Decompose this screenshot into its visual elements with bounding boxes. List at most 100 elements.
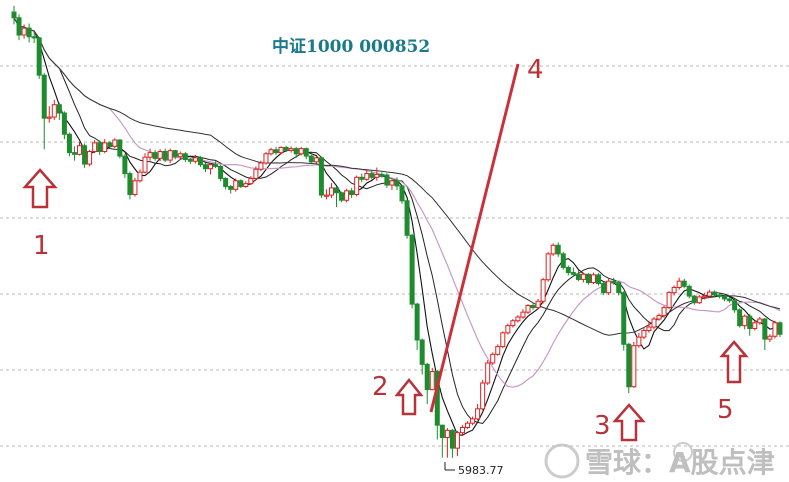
candle-body — [137, 171, 143, 182]
candles — [11, 5, 783, 458]
candle-body — [459, 426, 465, 434]
candle-68 — [349, 187, 355, 198]
candle-151 — [767, 334, 773, 342]
candle-110 — [560, 251, 566, 270]
candle-body — [177, 153, 183, 158]
candle-body — [303, 148, 309, 157]
candle-body — [646, 326, 652, 332]
candle-24 — [127, 171, 133, 200]
candle-70 — [359, 173, 365, 183]
candle-111 — [565, 265, 571, 276]
candle-body — [11, 11, 17, 19]
candle-90 — [459, 425, 465, 437]
candle-88 — [449, 428, 455, 458]
watermark-text: 雪球：A股点津 — [585, 446, 775, 479]
candle-body — [233, 180, 239, 190]
candle-body — [686, 285, 692, 297]
candle-body — [696, 296, 702, 304]
candle-108 — [550, 243, 556, 256]
candle-56 — [288, 146, 294, 153]
candle-body — [288, 148, 294, 151]
candle-body — [71, 152, 77, 155]
candle-body — [480, 382, 486, 410]
candle-63 — [323, 189, 329, 200]
candle-51 — [263, 152, 269, 165]
candle-body — [762, 318, 768, 340]
candle-119 — [606, 278, 612, 295]
candle-86 — [439, 424, 445, 458]
candle-91 — [465, 421, 471, 429]
candle-150 — [762, 317, 768, 351]
candle-body — [656, 315, 662, 320]
candle-16 — [87, 149, 93, 167]
candle-54 — [278, 146, 284, 155]
candle-148 — [752, 320, 758, 331]
low-price-marker: 5983.77 — [444, 462, 504, 477]
candle-body — [172, 150, 178, 158]
candle-body — [127, 173, 133, 196]
wechat-icon — [673, 442, 693, 462]
candle-2 — [16, 14, 22, 41]
candle-14 — [77, 141, 83, 156]
candle-58 — [298, 146, 304, 156]
candle-body — [505, 325, 511, 334]
candle-136 — [691, 294, 697, 305]
candle-105 — [535, 298, 541, 310]
candle-131 — [666, 291, 672, 310]
candle-body — [202, 164, 208, 170]
candle-61 — [313, 156, 319, 164]
candle-71 — [364, 169, 370, 181]
candle-body — [711, 291, 717, 296]
candle-132 — [671, 285, 677, 296]
candle-114 — [580, 272, 586, 283]
candle-body — [722, 295, 728, 300]
candle-body — [213, 164, 219, 167]
candle-body — [641, 330, 647, 338]
candle-body — [339, 192, 345, 201]
candle-body — [485, 362, 491, 384]
candle-99 — [505, 323, 511, 335]
candle-body — [313, 157, 319, 163]
low-price-label: 5983.77 — [458, 464, 504, 477]
candle-body — [197, 157, 203, 166]
candle-body — [777, 322, 783, 335]
watermark: 雪球：A股点津 — [544, 442, 775, 479]
candle-body — [661, 307, 667, 317]
candle-body — [747, 315, 753, 330]
candle-29 — [152, 149, 158, 161]
candle-109 — [555, 242, 561, 257]
candle-body — [570, 272, 576, 275]
annotation-4: 4 — [527, 55, 544, 85]
candle-body — [742, 315, 748, 327]
candle-body — [344, 190, 350, 201]
candle-104 — [530, 302, 536, 310]
candle-93 — [475, 403, 481, 421]
candle-121 — [616, 281, 622, 296]
candle-body — [399, 185, 405, 202]
candle-body — [439, 424, 445, 439]
candle-body — [278, 146, 284, 154]
candle-body — [359, 176, 365, 180]
candle-body — [223, 177, 229, 187]
candle-body — [298, 148, 304, 155]
candle-36 — [187, 157, 193, 165]
candle-body — [187, 159, 193, 162]
candle-body — [162, 150, 168, 161]
candle-1 — [11, 5, 17, 25]
candle-144 — [732, 298, 738, 313]
candle-49 — [253, 166, 259, 181]
candle-46 — [238, 179, 244, 189]
candle-22 — [117, 139, 123, 159]
candle-18 — [97, 140, 103, 155]
candle-body — [510, 320, 516, 327]
candle-7 — [41, 73, 47, 150]
candle-body — [565, 266, 571, 274]
candle-body — [218, 165, 224, 179]
candle-26 — [137, 169, 143, 183]
candle-138 — [701, 292, 707, 300]
candle-body — [122, 155, 128, 175]
candle-body — [681, 280, 687, 287]
candle-74 — [379, 172, 385, 178]
candle-body — [394, 180, 400, 187]
